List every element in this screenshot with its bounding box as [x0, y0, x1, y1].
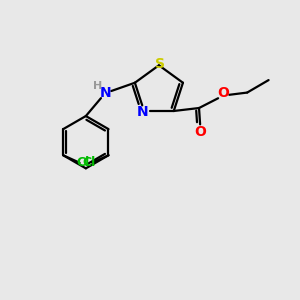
Text: H: H	[93, 81, 102, 91]
Text: S: S	[155, 57, 165, 71]
Text: Cl: Cl	[76, 156, 89, 169]
Text: N: N	[137, 106, 148, 119]
Text: O: O	[195, 125, 206, 139]
Text: N: N	[99, 86, 111, 100]
Text: O: O	[218, 86, 229, 100]
Text: Cl: Cl	[82, 156, 96, 169]
